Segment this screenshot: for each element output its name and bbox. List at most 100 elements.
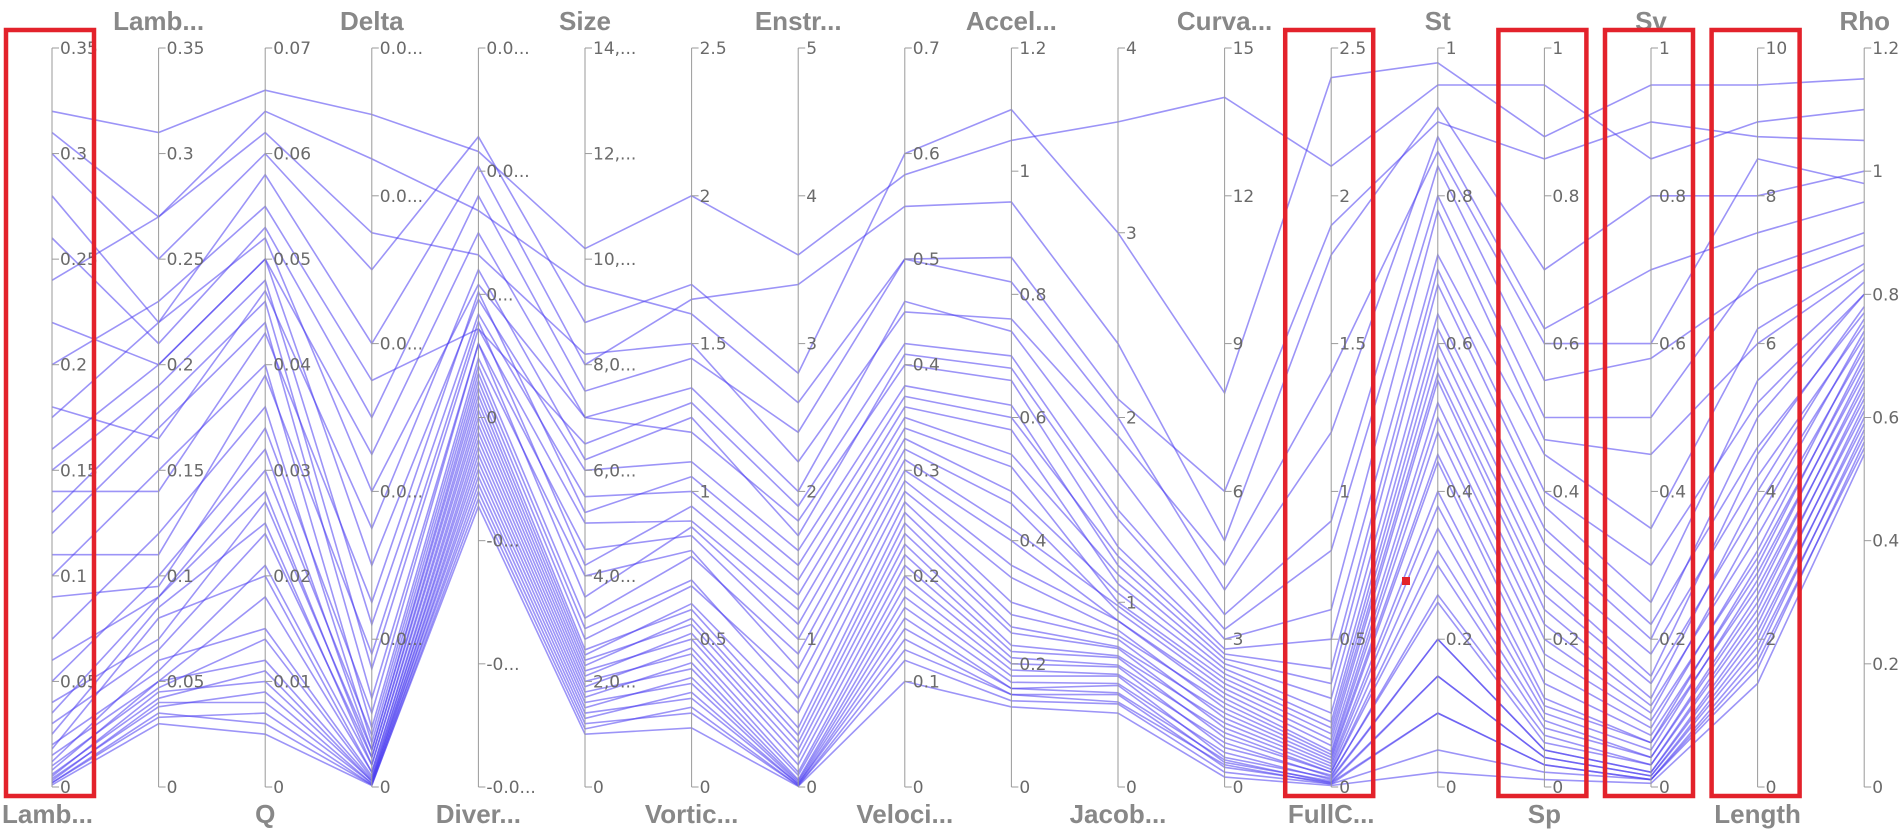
axis-size[interactable]: 0 2,0... 4,0... 6,0... 8,0... 10,... 12,... 14,… <box>559 6 636 798</box>
data-line-37 <box>51 447 1865 787</box>
axis-velocity[interactable]: 0 0.1 0.2 0.3 0.4 0.5 0.6 0.7 Veloci... <box>856 39 953 829</box>
tick-label: 1 <box>700 482 711 502</box>
tick-label: 0.6 <box>1446 335 1473 355</box>
tick-label: 0.05 <box>273 250 311 270</box>
tick-label: 2,0... <box>593 672 636 692</box>
tick-label: 0.01 <box>273 672 311 692</box>
data-line-31 <box>51 374 1865 767</box>
data-line-6 <box>51 278 1865 715</box>
tick-label: 0... <box>486 285 513 305</box>
tick-label: 14,... <box>593 39 636 59</box>
tick-label: 2.5 <box>700 39 727 59</box>
axis-title-curvature: Curva... <box>1177 6 1272 36</box>
tick-label: 8,0... <box>593 356 636 376</box>
axis-delta[interactable]: 0 0.0... 0.0... 0.0... 0.0... 0.0... Delta <box>340 6 423 798</box>
highlight-box-lambda2 <box>3 27 97 799</box>
axis-title-delta: Delta <box>340 6 404 36</box>
tick-label: 4 <box>806 187 817 207</box>
tick-label: 2 <box>806 482 817 502</box>
tick-label: 0.03 <box>273 461 311 481</box>
tick-label: 1.2 <box>1019 39 1046 59</box>
axis-lambda[interactable]: 0 0.05 0.1 0.15 0.2 0.25 0.3 0.35 Lamb... <box>113 6 204 798</box>
tick-label: 0.07 <box>273 39 311 59</box>
tick-label: 2 <box>1339 187 1350 207</box>
tick-label: 0.4 <box>913 356 940 376</box>
axis-q[interactable]: 0 0.01 0.02 0.03 0.04 0.05 0.06 0.07 Q <box>255 39 311 829</box>
tick-label: 0.2 <box>913 567 940 587</box>
tick-label: 0.0... <box>380 630 423 650</box>
tick-label: 2 <box>1126 409 1137 429</box>
axis-length[interactable]: 0 2 4 6 8 10 Length <box>1714 39 1801 829</box>
tick-label: 0 <box>700 778 711 798</box>
data-line-22 <box>51 134 1865 592</box>
data-line-26 <box>52 311 1865 700</box>
axis-enstrophy[interactable]: 0 1 2 3 4 5 Enstr... <box>755 6 842 798</box>
axis-jacobian[interactable]: 0 1 2 3 4 Jacob... <box>1070 39 1167 829</box>
red-marker <box>1402 577 1410 585</box>
tick-label: 2.5 <box>1339 39 1366 59</box>
axis-curvature[interactable]: 0 3 6 9 12 15 Curva... <box>1177 6 1272 798</box>
tick-label: 0.0... <box>380 39 423 59</box>
tick-label: 0.1 <box>913 672 940 692</box>
tick-label: 0.35 <box>167 39 205 59</box>
tick-label: 8 <box>1766 187 1777 207</box>
data-line-20 <box>51 61 1865 395</box>
tick-label: 0.0... <box>380 335 423 355</box>
axis-divergence[interactable]: -0.0... -0... -0... 0 0... 0.0... 0.0... Diver.… <box>436 39 536 829</box>
highlight-box-sp <box>1496 27 1589 799</box>
tick-label: 2 <box>700 187 711 207</box>
tick-label: 3 <box>1126 224 1137 244</box>
tick-label: 0 <box>273 778 284 798</box>
tick-label: 0 <box>1446 778 1457 798</box>
tick-label: 1 <box>1446 39 1457 59</box>
axis-fullc[interactable]: 0 0.5 1 1.5 2 2.5 FullC... <box>1288 39 1375 829</box>
tick-label: 0.8 <box>1552 187 1579 207</box>
tick-label: 0.3 <box>913 461 940 481</box>
tick-label: 0.15 <box>60 461 98 481</box>
tick-label: 0 <box>1339 778 1350 798</box>
axis-vorticity[interactable]: 0 0.5 1 1.5 2 2.5 Vortic... <box>645 39 738 829</box>
tick-label: 0.5 <box>913 250 940 270</box>
data-line-13 <box>51 380 1865 774</box>
tick-label: 0.5 <box>700 630 727 650</box>
axis-title-divergence: Diver... <box>436 799 521 829</box>
tick-label: 0.1 <box>167 567 194 587</box>
axis-lambda2[interactable]: 0 0.05 0.1 0.15 0.2 0.25 0.3 0.35 Lamb... <box>2 39 98 829</box>
axis-st[interactable]: 0 0.2 0.4 0.6 0.8 1 St <box>1425 6 1473 798</box>
data-line-25 <box>52 267 1865 670</box>
tick-label: 0.25 <box>167 250 205 270</box>
axis-title-rho: Rho <box>1839 6 1890 36</box>
axis-title-velocity: Veloci... <box>856 799 953 829</box>
data-line-34 <box>51 410 1865 783</box>
tick-label: 10,... <box>593 250 636 270</box>
tick-label: 0.8 <box>1019 285 1046 305</box>
tick-label: 0.4 <box>1446 482 1473 502</box>
tick-label: 0.0... <box>486 162 529 182</box>
axis-acceleration[interactable]: 0 0.2 0.4 0.6 0.8 1 1.2 Accel... <box>966 6 1057 798</box>
data-line-1 <box>51 110 1865 493</box>
tick-label: 5 <box>806 39 817 59</box>
tick-label: 1 <box>1019 162 1030 182</box>
axis-title-length: Length <box>1714 799 1801 829</box>
tick-label: 0 <box>1872 778 1883 798</box>
tick-label: 0.2 <box>1446 630 1473 650</box>
data-line-3 <box>51 193 1865 631</box>
data-line-10 <box>51 343 1865 759</box>
tick-label: 1 <box>1339 482 1350 502</box>
tick-label: 0.05 <box>167 672 205 692</box>
data-line-30 <box>51 361 1865 760</box>
data-line-24 <box>51 208 1865 641</box>
tick-label: 0.35 <box>60 39 98 59</box>
data-line-8 <box>51 318 1865 741</box>
tick-label: 0 <box>60 778 71 798</box>
tick-label: 0.6 <box>913 145 940 165</box>
axis-rho[interactable]: 0 0.2 0.4 0.6 0.8 1 1.2 Rho <box>1839 6 1899 798</box>
tick-label: 0 <box>1233 778 1244 798</box>
tick-label: 0 <box>486 409 497 429</box>
data-line-27 <box>51 324 1865 724</box>
tick-label: -0... <box>486 532 519 552</box>
tick-label: 0.3 <box>167 145 194 165</box>
axis-sp[interactable]: 0 0.2 0.4 0.6 0.8 1 Sp <box>1528 39 1580 829</box>
tick-label: 4 <box>1126 39 1137 59</box>
